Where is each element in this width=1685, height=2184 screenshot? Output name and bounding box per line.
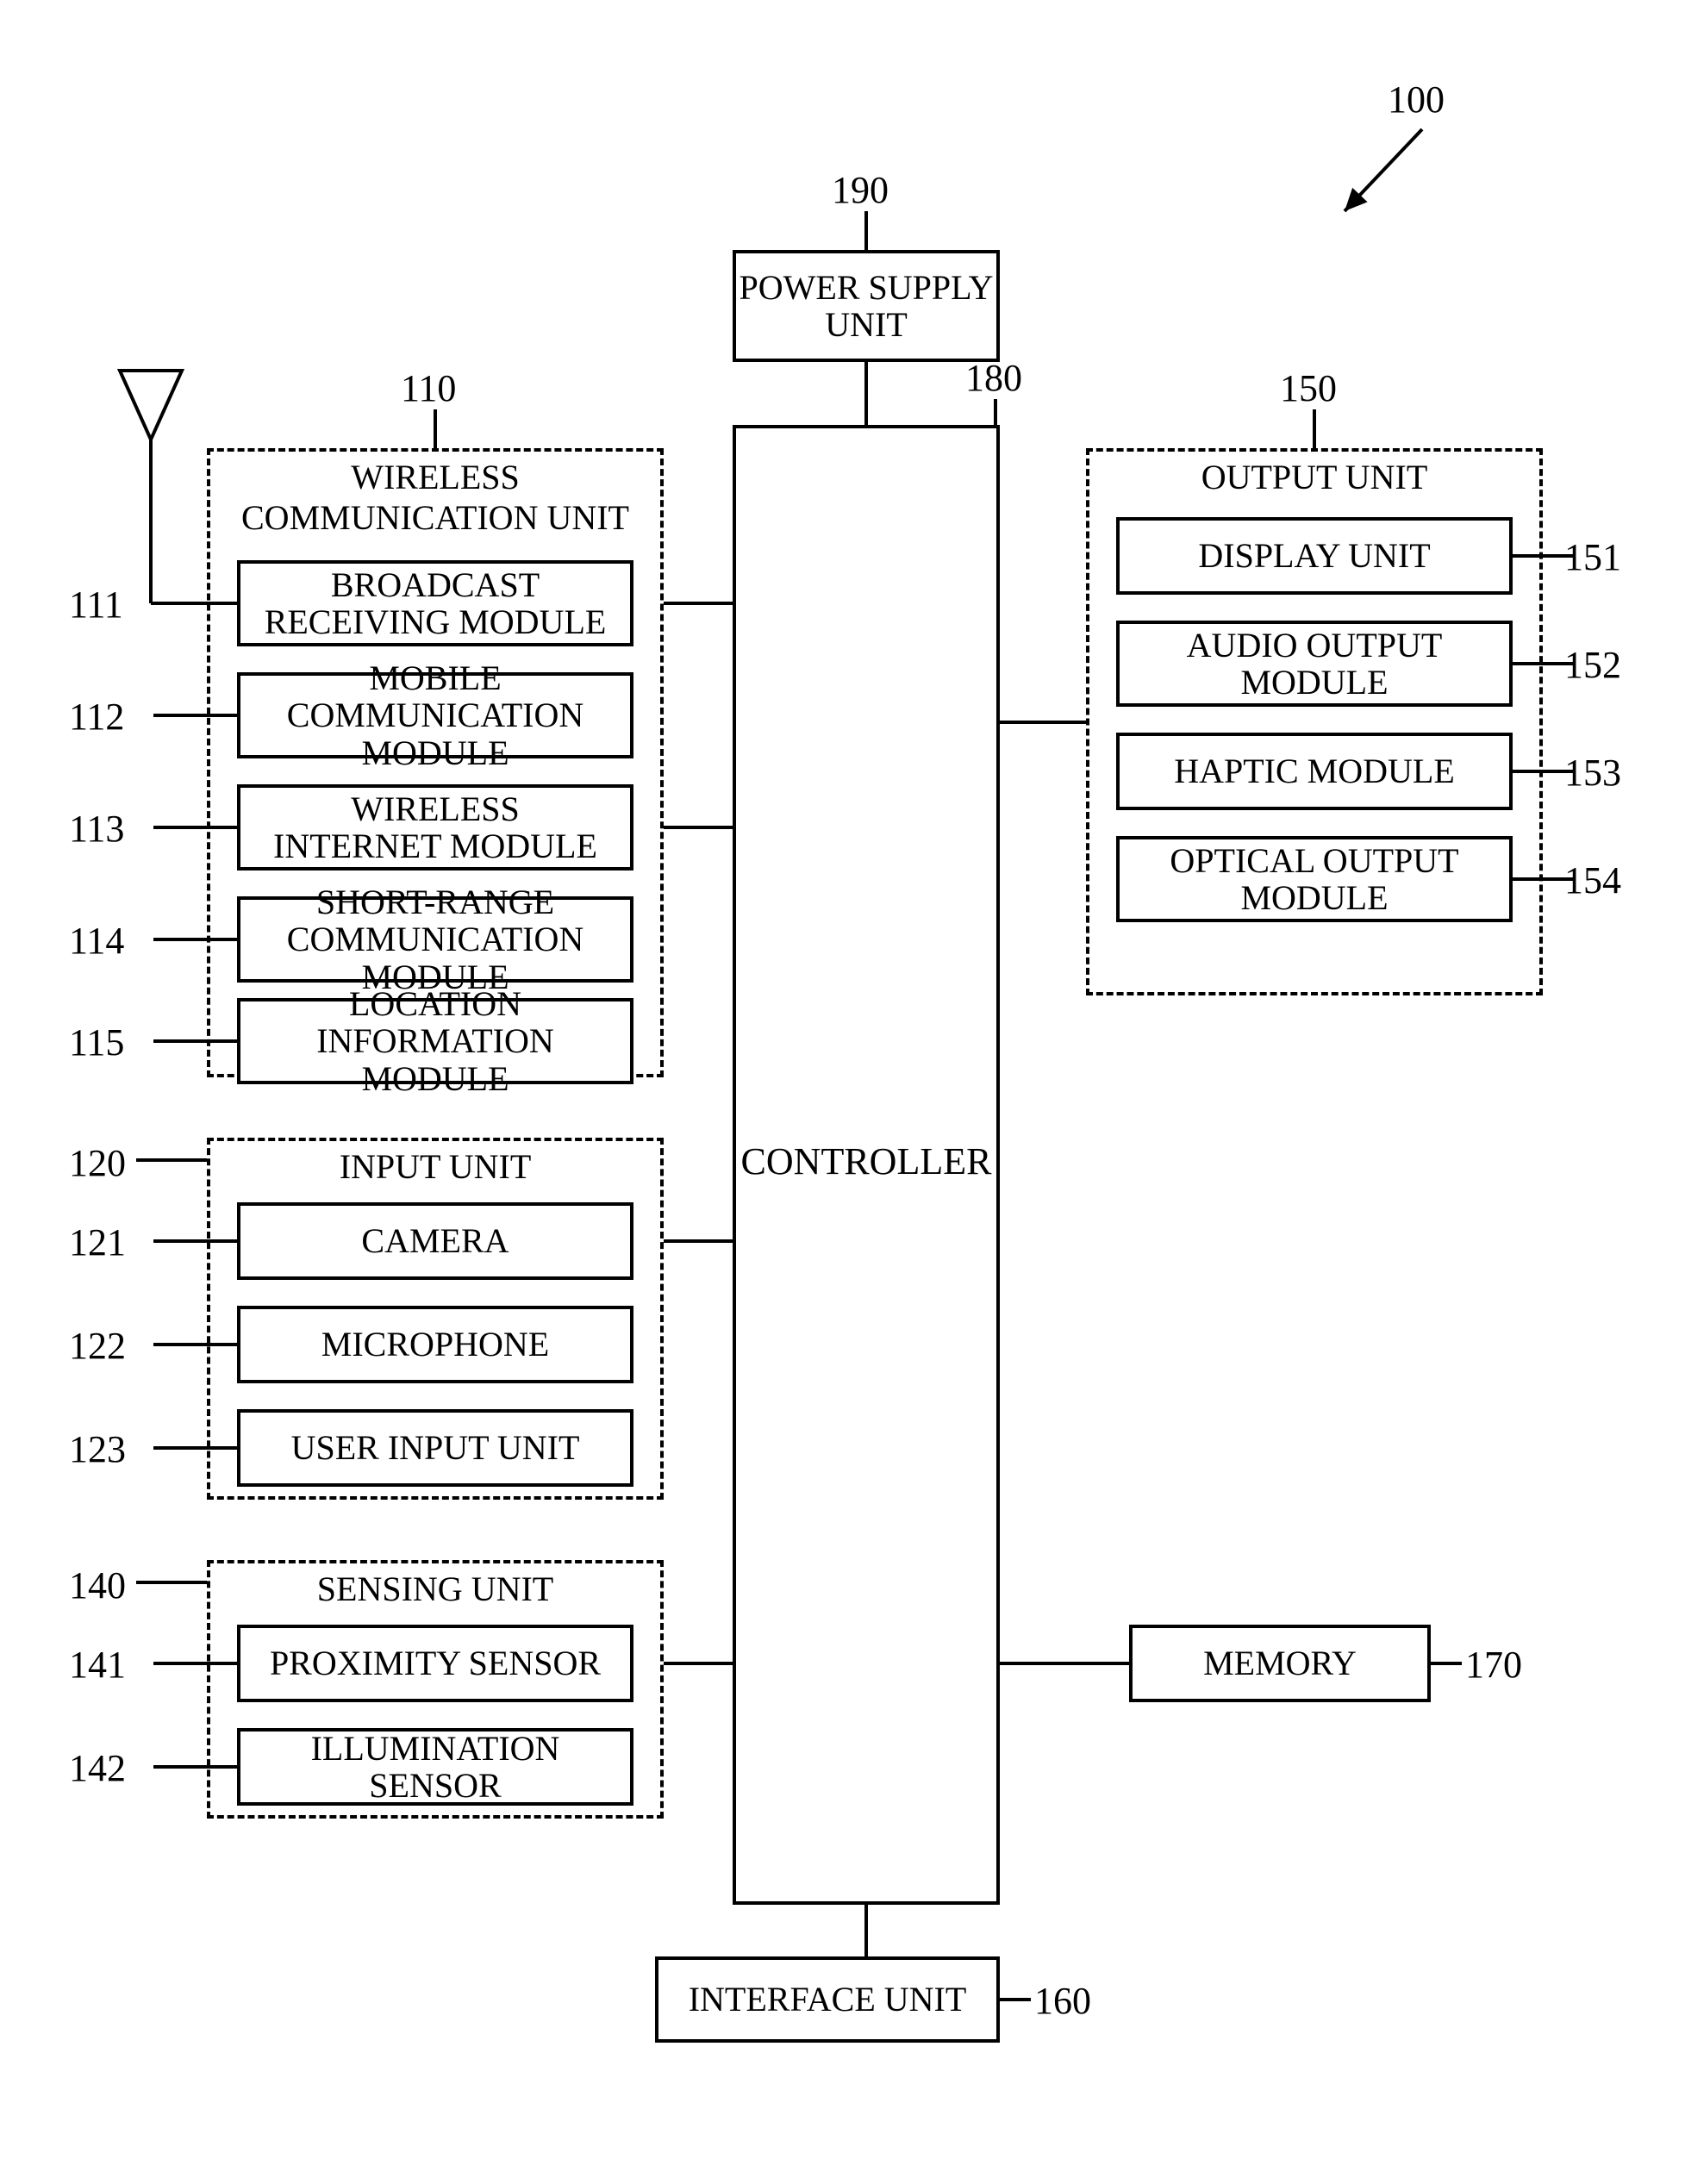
wireless-title: WIRELESS COMMUNICATION UNIT [207,457,664,538]
ref-sensing-1: 142 [69,1746,126,1790]
ref-wireless-1: 112 [69,695,124,739]
ref-power-supply: 190 [832,168,889,212]
wireless-module-4: LOCATION INFORMATION MODULE [237,998,633,1084]
output-module-2: HAPTIC MODULE [1116,733,1513,810]
wireless-module-1: MOBILE COMMUNICATION MODULE [237,672,633,758]
ref-memory: 170 [1465,1643,1522,1687]
ref-output: 150 [1280,366,1337,410]
ref-sensing: 140 [69,1563,126,1607]
ref-input-2: 123 [69,1427,126,1471]
sensing-module-0: PROXIMITY SENSOR [237,1625,633,1702]
input-module-0: CAMERA [237,1202,633,1280]
output-module-1: AUDIO OUTPUT MODULE [1116,621,1513,707]
ref-input-0: 121 [69,1220,126,1264]
input-module-2: USER INPUT UNIT [237,1409,633,1487]
input-title: INPUT UNIT [207,1146,664,1187]
output-module-0: DISPLAY UNIT [1116,517,1513,595]
ref-wireless-0: 111 [69,583,123,627]
ref-input: 120 [69,1141,126,1185]
sensing-module-1: ILLUMINATION SENSOR [237,1728,633,1806]
antenna-icon [111,362,190,448]
ref-interface: 160 [1034,1979,1091,2023]
diagram-canvas: 100POWER SUPPLY UNIT190CONTROLLER180INTE… [0,0,1685,2184]
wireless-module-2: WIRELESS INTERNET MODULE [237,784,633,870]
ref-wireless-2: 113 [69,807,124,851]
interface-unit: INTERFACE UNIT [655,1956,1000,2043]
output-title: OUTPUT UNIT [1086,457,1543,497]
wireless-module-3: SHORT-RANGE COMMUNICATION MODULE [237,896,633,983]
wireless-module-0: BROADCAST RECEIVING MODULE [237,560,633,646]
memory: MEMORY [1129,1625,1431,1702]
ref-wireless-4: 115 [69,1020,124,1064]
sensing-title: SENSING UNIT [207,1569,664,1609]
ref-wireless: 110 [401,366,456,410]
ref-wireless-3: 114 [69,919,124,963]
power-supply-unit: POWER SUPPLY UNIT [733,250,1000,362]
output-module-3: OPTICAL OUTPUT MODULE [1116,836,1513,922]
ref-sensing-0: 141 [69,1643,126,1687]
ref-controller: 180 [965,356,1022,400]
controller-label: CONTROLLER [733,1139,1000,1183]
overall-ref-arrow [1319,103,1448,237]
ref-input-1: 122 [69,1324,126,1368]
input-module-1: MICROPHONE [237,1306,633,1383]
